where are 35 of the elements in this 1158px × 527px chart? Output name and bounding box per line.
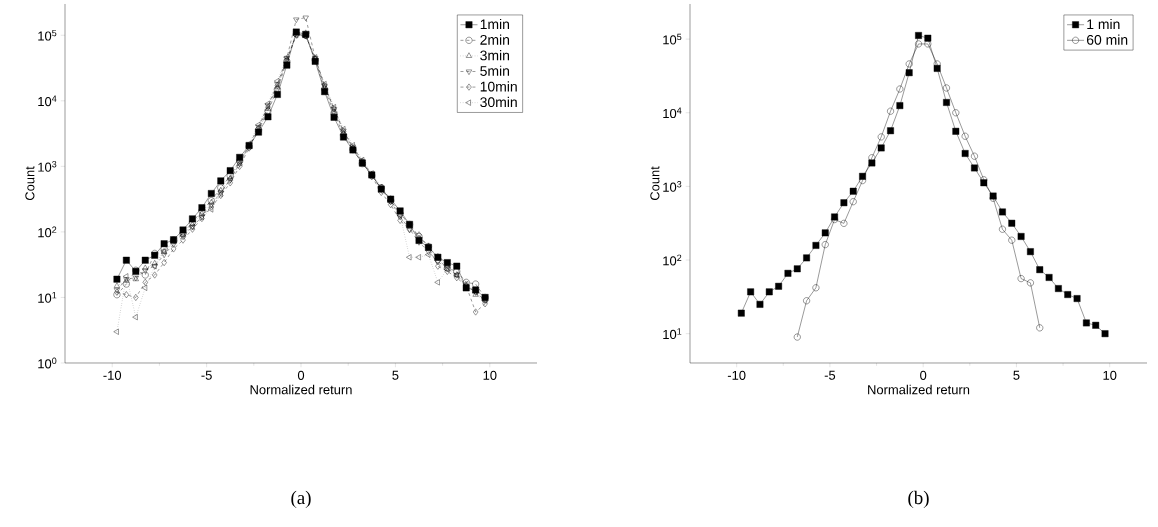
y-axis-title: Count [25,166,35,201]
legend-label: 60 min [1086,34,1128,45]
x-tick-label: -10 [103,370,122,380]
y-tick-label: 10$^{1}$ [38,292,57,303]
y-tick-label: 10$^{0}$ [38,357,57,369]
x-tick-label: -5 [201,370,212,380]
x-tick-label: -10 [727,370,746,380]
x-tick-label: 10 [1103,370,1117,380]
x-tick-label: 0 [297,370,305,380]
x-axis-title: Normalized return [868,384,970,395]
legend-label: 1 min [1087,18,1120,30]
x-tick-label: -5 [824,370,836,380]
legend-label: 30min [480,96,517,108]
y-tick-label: 10$^{5}$ [38,29,57,41]
y-tick-label: 10$^{2}$ [38,226,57,238]
y-tick-label: 10$^{4}$ [663,107,682,119]
x-tick-label: 5 [1013,370,1020,380]
x-tick-label: 10 [483,370,497,380]
x-tick-label: 0 [920,370,927,380]
legend-label: 3min [480,50,510,61]
y-axis-title: Count [650,166,660,201]
y-tick-label: 10$^{3}$ [663,181,682,192]
y-tick-label: 10$^{5}$ [663,33,682,45]
text: (b) [908,490,929,508]
y-tick-label: 10$^{1}$ [663,328,682,340]
legend-label: 10min [480,81,517,92]
legend-label: 1min [480,18,510,30]
legend-label: 2min [480,34,510,45]
legend-label: 5min [480,65,510,76]
y-tick-label: 10$^{3}$ [38,160,57,172]
text: (a) [291,490,311,508]
y-tick-label: 10$^{2}$ [663,254,682,266]
x-axis-title: Normalized return [250,384,352,395]
x-tick-label: 5 [392,370,399,380]
y-tick-label: 10$^{4}$ [38,95,57,107]
